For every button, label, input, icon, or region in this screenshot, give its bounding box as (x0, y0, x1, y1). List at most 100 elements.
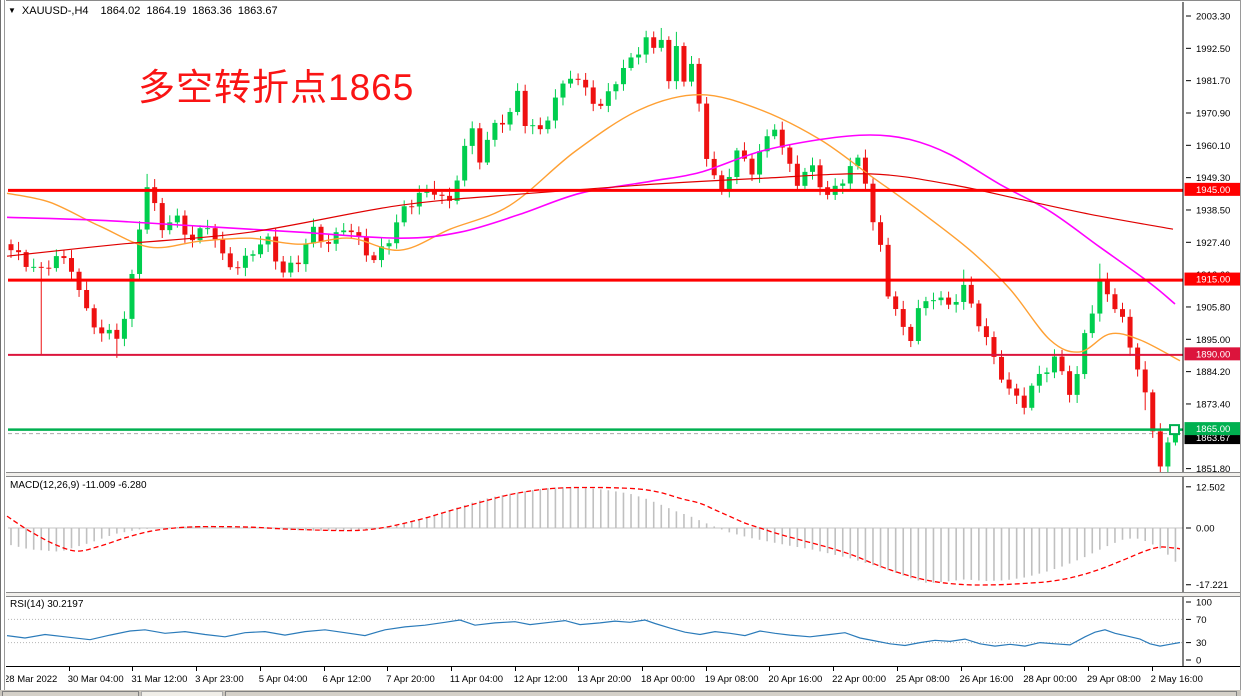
ma-fast-orange (6, 93, 1181, 362)
time-label: 7 Apr 20:00 (386, 674, 435, 685)
time-tick (578, 667, 580, 671)
price-tick-label: 1992.50 (1196, 44, 1230, 55)
rsi-panel[interactable]: 100 70 30 0 (0, 597, 1241, 666)
macd-tick-label: 0.00 (1196, 524, 1215, 535)
window-top-border (0, 0, 1241, 1)
panel-separator-rsi[interactable] (0, 592, 1241, 597)
bottom-tab-segment (141, 691, 223, 696)
svg-text:1865.00: 1865.00 (1196, 424, 1230, 435)
time-tick (960, 667, 962, 671)
support-1890-axis-label: 1890.00 (1184, 347, 1241, 361)
bottom-tab-segment (2, 691, 139, 696)
macd-signal-line (6, 486, 1181, 586)
time-label: 6 Apr 12:00 (322, 674, 372, 685)
price-tick-label: 1927.40 (1196, 238, 1230, 249)
ma-slow-red (6, 173, 1174, 257)
time-tick (450, 667, 452, 671)
rsi-tick-label: 30 (1196, 638, 1207, 649)
symbol-dropdown-icon[interactable]: ▼ (8, 6, 16, 15)
price-tick-label: 1884.20 (1196, 367, 1230, 378)
time-label: 18 Apr 00:00 (641, 674, 695, 685)
time-tick (833, 667, 835, 671)
rsi-header: RSI(14) 30.2197 (10, 599, 84, 610)
time-label: 5 Apr 04:00 (258, 674, 308, 685)
price-tick-label: 1960.10 (1196, 141, 1230, 152)
time-axis[interactable]: 28 Mar 2022 30 Mar 04:00 31 Mar 12:00 3 Apr… (0, 666, 1241, 690)
time-label: 2 May 16:00 (1150, 674, 1203, 685)
price-tick-label: 1873.40 (1196, 399, 1230, 410)
price-tick-label: 1851.80 (1196, 464, 1230, 472)
time-tick (196, 667, 198, 671)
time-tick (514, 667, 516, 671)
time-tick (259, 667, 261, 671)
bottom-tab-segment (225, 691, 1237, 696)
price-tick-label: 1949.30 (1196, 173, 1230, 184)
time-label: 3 Apr 23:00 (195, 674, 244, 685)
time-tick (132, 667, 134, 671)
rsi-line (6, 619, 1181, 647)
chart-title-bar: ▼ XAUUSD-,H4 1864.02 1864.19 1863.36 186… (8, 3, 284, 19)
time-label: 28 Mar 2022 (4, 674, 58, 685)
macd-histogram (10, 486, 1177, 583)
macd-header: MACD(12,26,9) -11.009 -6.280 (10, 480, 147, 491)
time-label: 13 Apr 20:00 (577, 674, 632, 685)
symbol-period-label: XAUUSD-,H4 (21, 5, 89, 17)
time-tick (1024, 667, 1026, 671)
time-label: 19 Apr 08:00 (704, 674, 759, 685)
svg-text:1915.00: 1915.00 (1196, 275, 1230, 286)
price-tick-label: 1970.90 (1196, 108, 1230, 119)
time-label: 12 Apr 12:00 (513, 674, 568, 685)
rsi-tick-label: 100 (1196, 598, 1212, 609)
time-label: 11 Apr 04:00 (449, 674, 504, 685)
resistance-1915-axis-label: 1915.00 (1184, 272, 1241, 286)
time-tick (323, 667, 325, 671)
price-tick-label: 2003.30 (1196, 12, 1230, 23)
price-chart[interactable]: 2003.30 1992.50 1981.70 1970.90 1960.10 1949.… (0, 2, 1241, 472)
time-label: 25 Apr 08:00 (895, 674, 950, 685)
price-tick-label: 1938.50 (1196, 205, 1230, 216)
time-tick (642, 667, 643, 671)
price-tick-label: 1905.80 (1196, 302, 1230, 313)
macd-panel[interactable]: 12.502 0.00 -17.221 (0, 477, 1241, 592)
time-tick (896, 667, 898, 671)
time-tick (705, 667, 707, 671)
candlesticks[interactable] (8, 27, 1178, 472)
rsi-tick-label: 0 (1196, 656, 1201, 667)
rsi-axis[interactable]: 100 70 30 0 (1182, 597, 1241, 667)
pivot-1865-line[interactable] (8, 424, 1183, 436)
svg-text:1863.67: 1863.67 (1196, 433, 1230, 444)
price-tick-label: 1981.70 (1196, 76, 1230, 87)
price-tick-label: 1895.00 (1196, 335, 1230, 346)
time-tick (1151, 667, 1153, 671)
window-left-border (0, 0, 6, 690)
ohlc-high-value: 1864.19 (146, 5, 187, 17)
time-label: 28 Apr 00:00 (1023, 674, 1078, 685)
ohlc-low-value: 1863.36 (192, 5, 232, 17)
price-axis[interactable]: 2003.30 1992.50 1981.70 1970.90 1960.10 1949.… (1182, 2, 1241, 472)
ohlc-open-value: 1864.02 (100, 5, 141, 17)
macd-tick-label: 12.502 (1196, 482, 1225, 493)
time-tick (1087, 667, 1089, 671)
svg-text:1890.00: 1890.00 (1196, 349, 1230, 360)
macd-tick-label: -17.221 (1196, 580, 1228, 591)
panel-separator-macd[interactable] (0, 472, 1241, 477)
macd-axis[interactable]: 12.502 0.00 -17.221 (1182, 477, 1241, 592)
annotation-text: 多空转折点1865 (138, 67, 415, 108)
resistance-1945-axis-label: 1945.00 (1184, 182, 1241, 196)
rsi-tick-label: 70 (1196, 615, 1207, 626)
time-label: 31 Mar 12:00 (131, 674, 188, 685)
bottom-window-edge (0, 690, 1241, 696)
time-label: 20 Apr 16:00 (768, 674, 823, 685)
time-label: 22 Apr 00:00 (832, 674, 886, 685)
time-label: 29 Apr 08:00 (1086, 674, 1141, 685)
ohlc-close-value: 1863.67 (237, 5, 278, 17)
pivot-1865-axis-label: 1865.00 (1184, 422, 1241, 436)
time-tick (68, 667, 70, 671)
time-label: 30 Mar 04:00 (67, 674, 124, 685)
time-tick (769, 667, 771, 671)
time-label: 26 Apr 16:00 (959, 674, 1014, 685)
svg-text:1945.00: 1945.00 (1196, 185, 1230, 196)
line-drag-handle[interactable] (1169, 424, 1180, 436)
time-tick (387, 667, 389, 671)
